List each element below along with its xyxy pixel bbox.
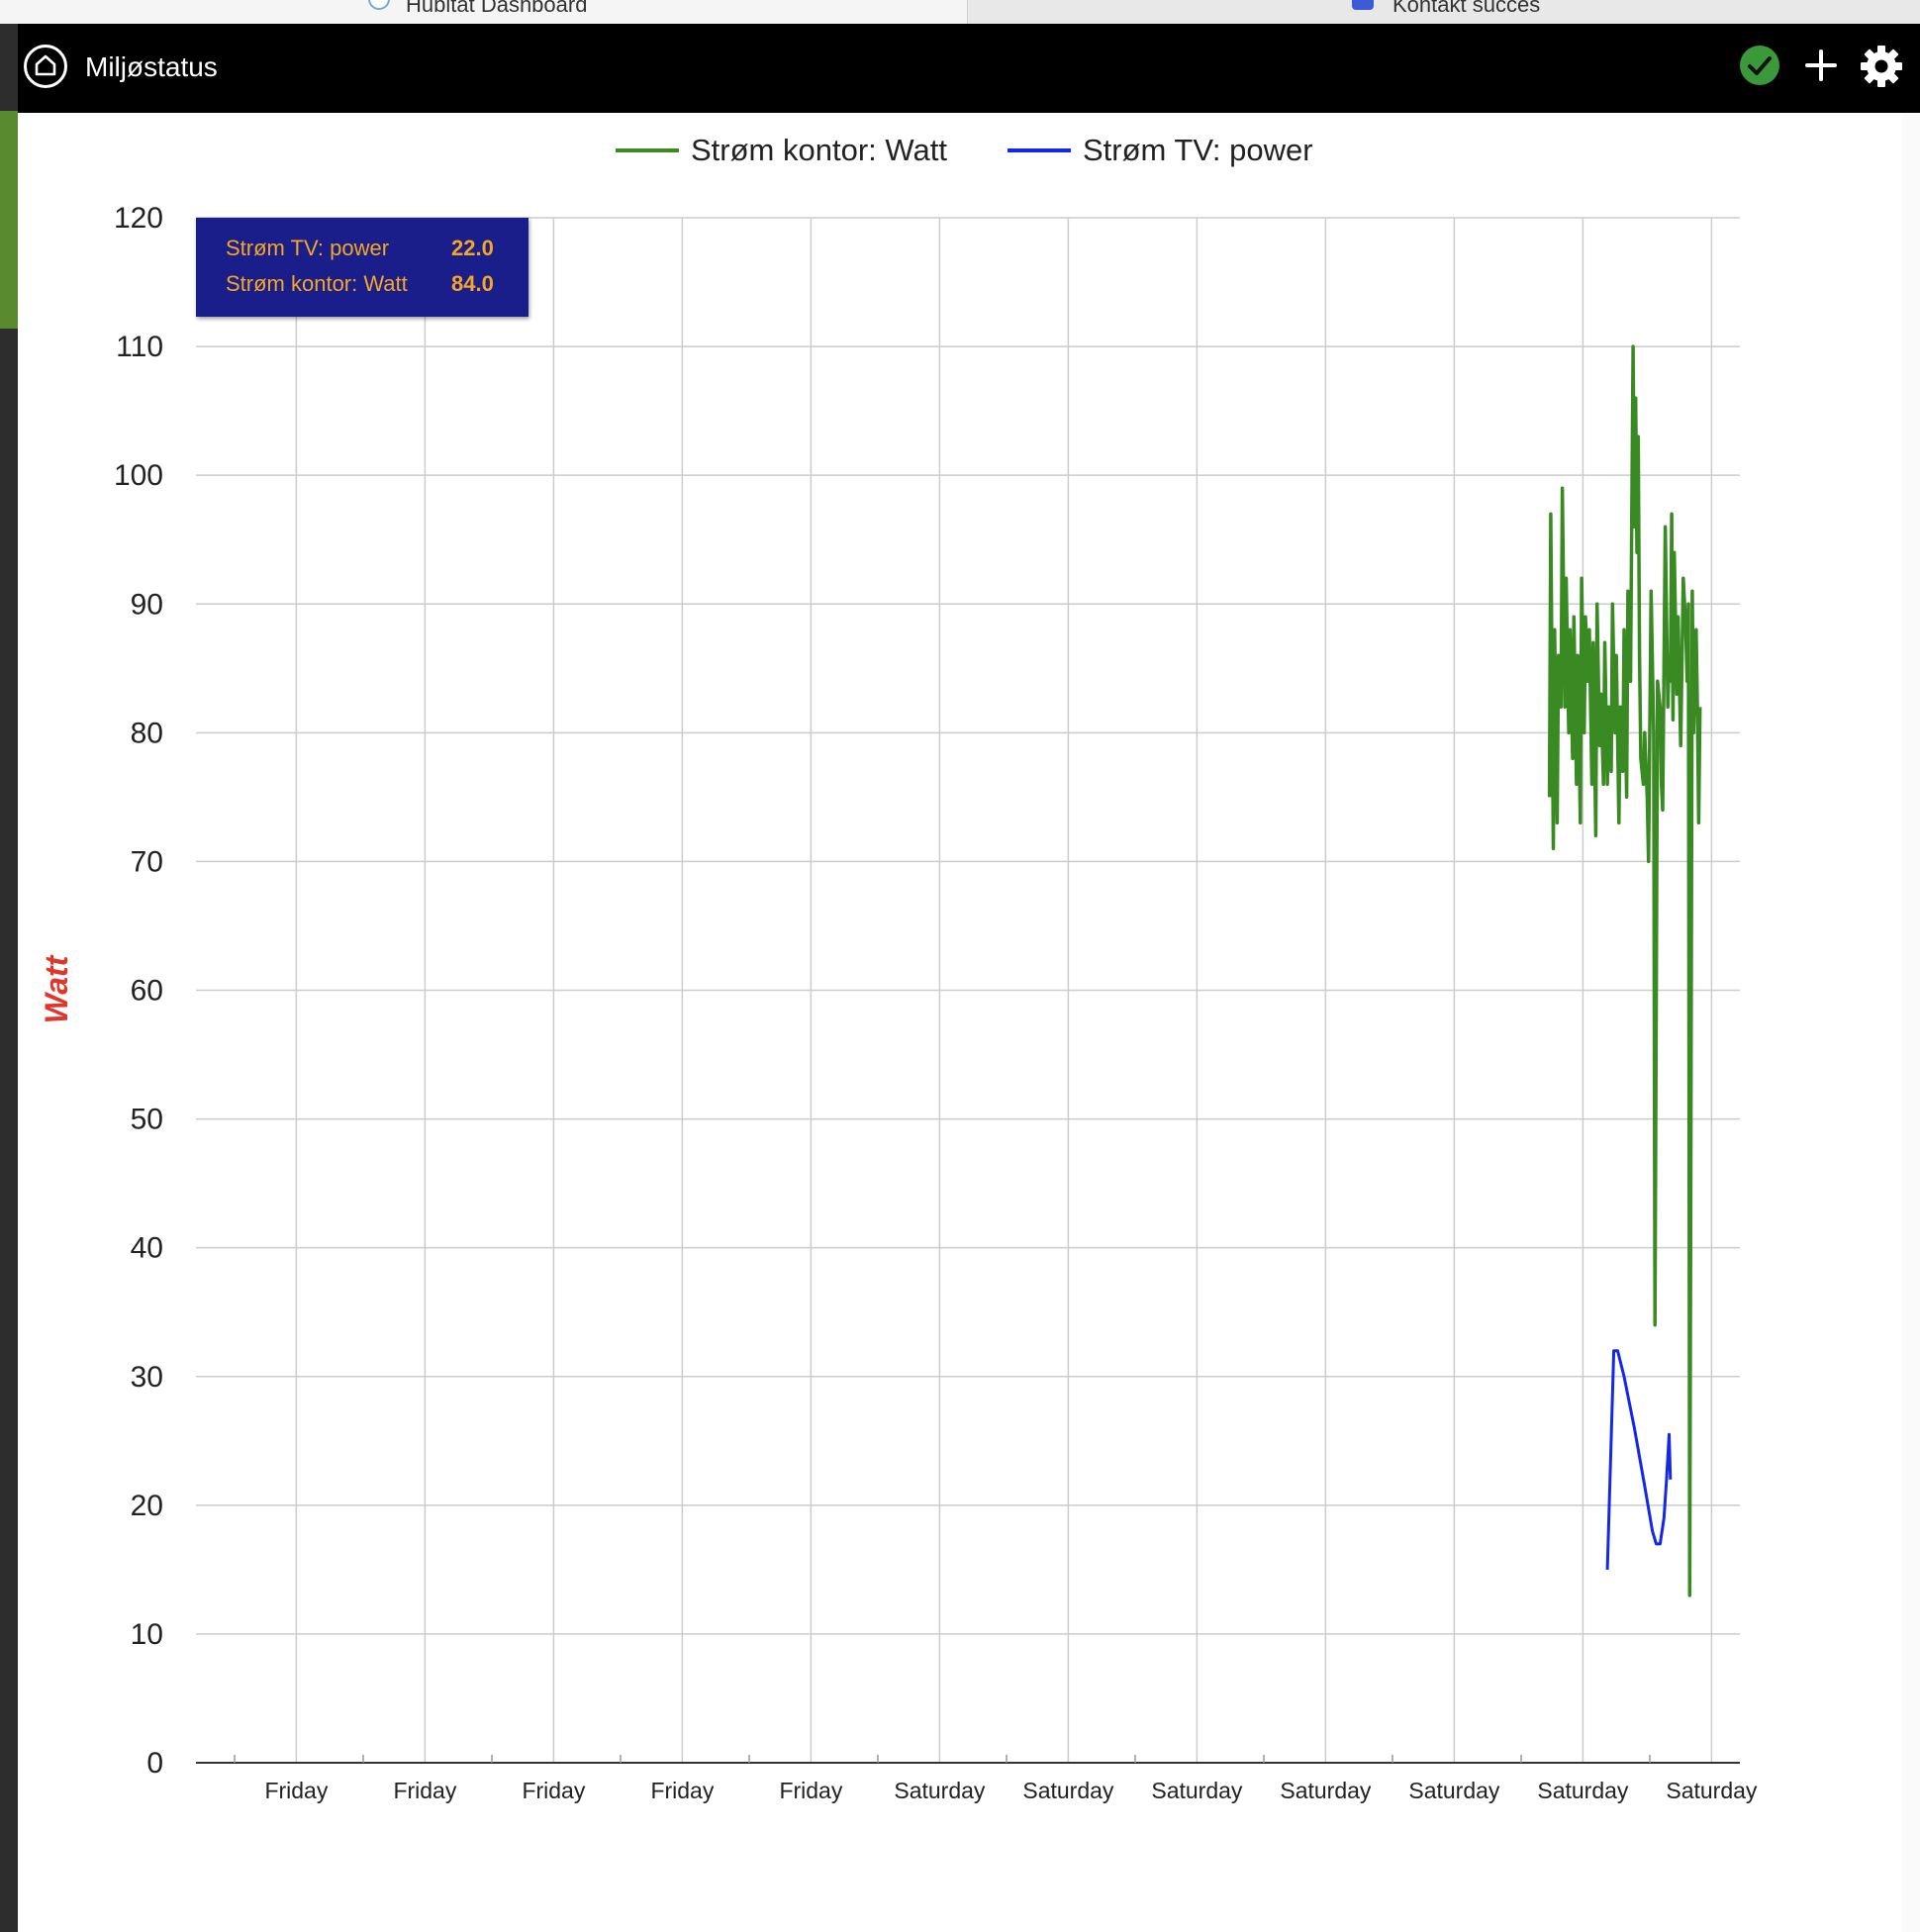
legend-label: Strøm kontor: Watt (691, 133, 947, 167)
series-line-tv (1605, 1349, 1673, 1570)
app-header: Miljøstatus (18, 24, 1920, 113)
left-window-edge (0, 24, 18, 1932)
y-axis-title: Watt (39, 954, 74, 1023)
y-tick-label: 50 (131, 1104, 163, 1136)
y-tick-label: 80 (131, 717, 163, 749)
series-line-kontor (1547, 344, 1702, 1597)
y-tick-label: 10 (131, 1618, 163, 1651)
tooltip-value: 84.0 (451, 271, 494, 296)
x-tick-label: Saturday (1151, 1778, 1243, 1803)
y-tick-label: 20 (131, 1490, 163, 1522)
kontakt-favicon-icon (1352, 0, 1374, 10)
browser-tab-label: Kontakt succes (1392, 0, 1541, 17)
page-title: Miljøstatus (85, 51, 218, 82)
tooltip-value: 22.0 (451, 236, 494, 260)
browser-tab-hubitat[interactable]: Hubitat Dashboard (0, 0, 968, 24)
y-tick-label: 60 (131, 975, 163, 1008)
x-tick-label: Saturday (1537, 1778, 1629, 1803)
tooltip-row-tv: Strøm TV: power 22.0 (226, 236, 494, 261)
y-tick-label: 30 (131, 1361, 163, 1394)
y-tick-label: 0 (146, 1747, 163, 1780)
browser-tab-kontakt[interactable]: Kontakt succes (968, 0, 1920, 24)
x-tick-label: Saturday (1408, 1778, 1500, 1803)
y-tick-label: 90 (131, 588, 163, 621)
y-tick-label: 120 (114, 202, 163, 235)
x-tick-label: Friday (264, 1778, 328, 1803)
tooltip-row-kontor: Strøm kontor: Watt 84.0 (226, 271, 494, 297)
gear-icon[interactable] (1859, 44, 1904, 89)
y-tick-label: 40 (131, 1232, 163, 1265)
browser-tab-label: Hubitat Dashboard (406, 0, 588, 17)
y-tick-label: 110 (116, 331, 163, 363)
chart-tooltip: Strøm TV: power 22.0 Strøm kontor: Watt … (196, 218, 528, 317)
y-tick-label: 100 (114, 459, 163, 492)
tooltip-label: Strøm kontor: Watt (226, 271, 408, 296)
home-icon[interactable] (24, 45, 67, 88)
plus-icon[interactable] (1799, 44, 1843, 87)
x-tick-label: Saturday (1022, 1778, 1114, 1803)
x-tick-label: Friday (393, 1778, 456, 1803)
y-tick-label: 70 (131, 845, 163, 878)
legend-label: Strøm TV: power (1083, 133, 1313, 167)
check-circle-icon[interactable] (1738, 44, 1781, 87)
browser-tabbar: Hubitat Dashboard Kontakt succes (0, 0, 1920, 25)
x-tick-label: Friday (779, 1778, 842, 1803)
tooltip-label: Strøm TV: power (226, 236, 390, 260)
x-tick-label: Saturday (894, 1778, 986, 1803)
x-tick-label: Saturday (1280, 1778, 1372, 1803)
x-tick-label: Friday (650, 1778, 714, 1803)
x-tick-label: Saturday (1666, 1778, 1758, 1803)
x-tick-label: Friday (522, 1778, 585, 1803)
right-window-edge (1902, 113, 1920, 1932)
